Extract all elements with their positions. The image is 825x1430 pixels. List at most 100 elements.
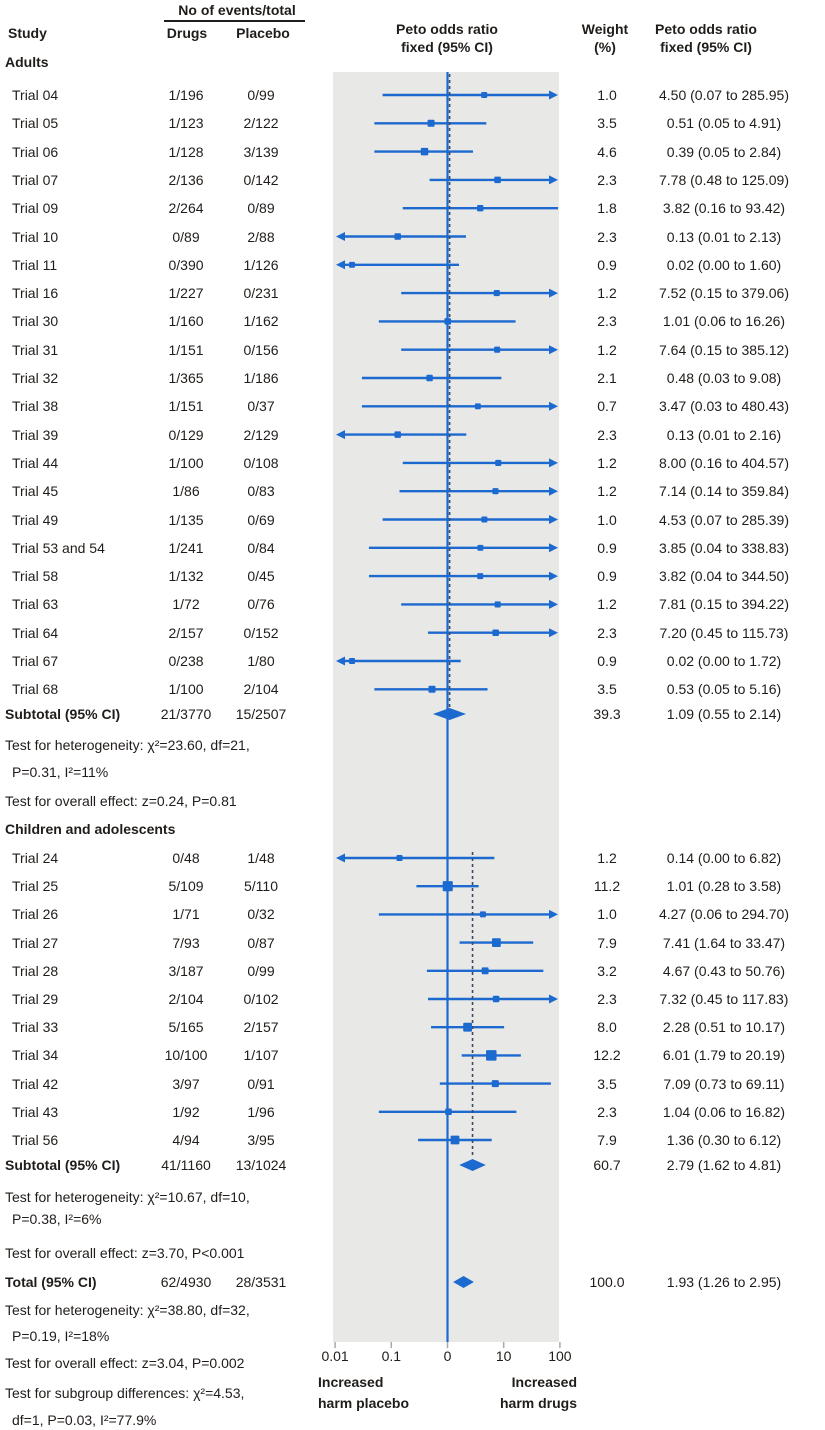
stats-note: Test for overall effect: z=3.70, P<0.001 [5,1245,245,1261]
odds-ratio-value: 3.82 (0.16 to 93.42) [662,200,786,217]
right-arrow [549,288,558,298]
weight-value: 0.9 [597,653,617,669]
weight-value: 100.0 [589,1274,625,1290]
left-arrow [336,656,345,666]
trial-row-label: Trial 24 [12,850,59,866]
weight-value: 1.2 [597,850,617,866]
effect-marker [481,92,488,98]
placebo-events-total: 0/89 [247,200,275,217]
effect-marker [428,685,436,693]
odds-ratio-value: 7.81 (0.15 to 394.22) [659,596,789,613]
odds-ratio-value: 4.67 (0.43 to 50.76) [662,962,786,979]
placebo-events-total: 13/1024 [235,1157,287,1173]
placebo-events-total: 0/99 [247,87,275,103]
right-arrow [549,458,558,468]
left-arrow [336,260,345,270]
effect-marker [474,403,481,410]
drugs-events-total: 0/89 [172,228,200,245]
placebo-events-total: 2/104 [243,681,279,698]
trial-row-label: Trial 09 [12,200,59,217]
weight-value: 1.8 [597,200,617,217]
odds-ratio-value: 7.14 (0.14 to 359.84) [659,483,789,500]
effect-marker [445,1108,452,1116]
trial-row-label: Trial 07 [12,171,59,188]
odds-ratio-value: 7.20 (0.45 to 115.73) [659,624,789,641]
weight-value: 2.3 [597,171,617,188]
weight-value: 4.6 [597,143,617,160]
weight-value: 12.2 [593,1047,621,1064]
weight-value: 7.9 [597,1132,617,1148]
summary-row-label: Subtotal (95% CI) [5,706,121,722]
right-arrow [549,401,558,411]
effect-marker [442,881,453,892]
effect-marker [492,938,501,947]
odds-ratio-value: 0.14 (0.00 to 6.82) [666,850,782,866]
odds-ratio-value: 6.01 (1.79 to 20.19) [662,1047,786,1064]
axis-tick-label: 100 [548,1348,572,1364]
drugs-events-total: 0/48 [172,850,200,866]
odds-ratio-value: 4.50 (0.07 to 285.95) [659,87,789,103]
odds-ratio-value: 4.53 (0.07 to 285.39) [659,511,789,528]
col-header-weight-line2: (%) [594,39,616,55]
odds-ratio-value: 0.02 (0.00 to 1.72) [666,653,782,669]
trial-row-label: Trial 56 [12,1132,59,1148]
weight-value: 3.5 [597,115,617,132]
events-total-underline [164,20,305,22]
drugs-events-total: 7/93 [172,934,200,951]
placebo-events-total: 2/122 [243,115,279,132]
right-arrow [549,90,558,100]
effect-marker [486,1050,497,1061]
effect-marker [394,431,401,438]
placebo-events-total: 2/88 [247,228,275,245]
weight-value: 2.1 [597,370,617,386]
axis-label-harm-placebo-line1: Increased [318,1374,384,1390]
effect-marker [349,658,355,664]
trial-row-label: Trial 45 [12,483,59,500]
weight-value: 1.0 [597,87,617,103]
weight-value: 39.3 [593,706,621,722]
effect-marker [394,233,401,240]
trial-row-label: Trial 32 [12,370,59,386]
weight-value: 0.7 [597,398,617,415]
trial-row-label: Trial 05 [12,115,59,132]
placebo-events-total: 0/91 [247,1075,275,1092]
trial-row-label: Trial 53 and 54 [12,539,105,556]
trial-row-label: Trial 25 [12,878,59,895]
trial-row-label: Trial 29 [12,991,59,1007]
total-diamond [453,1276,474,1288]
effect-marker [492,995,500,1003]
odds-ratio-value: 1.36 (0.30 to 6.12) [666,1132,782,1148]
drugs-events-total: 4/94 [172,1132,200,1148]
col-header-or-values-line1: Peto odds ratio [655,21,757,37]
right-arrow [549,515,558,524]
drugs-events-total: 0/129 [168,426,204,443]
axis-tick-label: 0 [443,1348,452,1364]
placebo-events-total: 0/45 [247,568,275,585]
effect-marker [495,459,502,466]
odds-ratio-value: 1.01 (0.06 to 16.26) [662,313,786,330]
placebo-events-total: 1/162 [243,313,279,330]
drugs-events-total: 1/100 [168,681,204,698]
placebo-events-total: 0/84 [247,539,275,556]
placebo-events-total: 2/157 [243,1019,279,1036]
axis-label-harm-drugs-line2: harm drugs [499,1395,577,1411]
drugs-events-total: 2/136 [168,171,204,188]
odds-ratio-value: 1.01 (0.28 to 3.58) [666,878,782,895]
drugs-events-total: 1/151 [168,398,204,415]
trial-row-label: Trial 67 [12,653,59,669]
odds-ratio-value: 7.64 (0.15 to 385.12) [659,341,789,358]
col-header-study: Study [8,25,47,41]
placebo-events-total: 0/69 [247,511,275,528]
weight-value: 1.2 [597,454,617,471]
right-arrow [549,994,558,1004]
trial-row-label: Trial 27 [12,934,59,951]
effect-marker [420,147,429,156]
weight-value: 3.2 [597,962,617,979]
placebo-events-total: 0/231 [243,285,279,302]
odds-ratio-value: 7.78 (0.48 to 125.09) [659,171,789,188]
odds-ratio-value: 1.09 (0.55 to 2.14) [666,706,782,722]
col-header-or-values-line2: fixed (95% CI) [660,39,752,55]
odds-ratio-value: 7.32 (0.45 to 117.83) [659,991,789,1007]
placebo-events-total: 3/139 [243,143,279,160]
odds-ratio-value: 0.13 (0.01 to 2.13) [666,228,782,245]
